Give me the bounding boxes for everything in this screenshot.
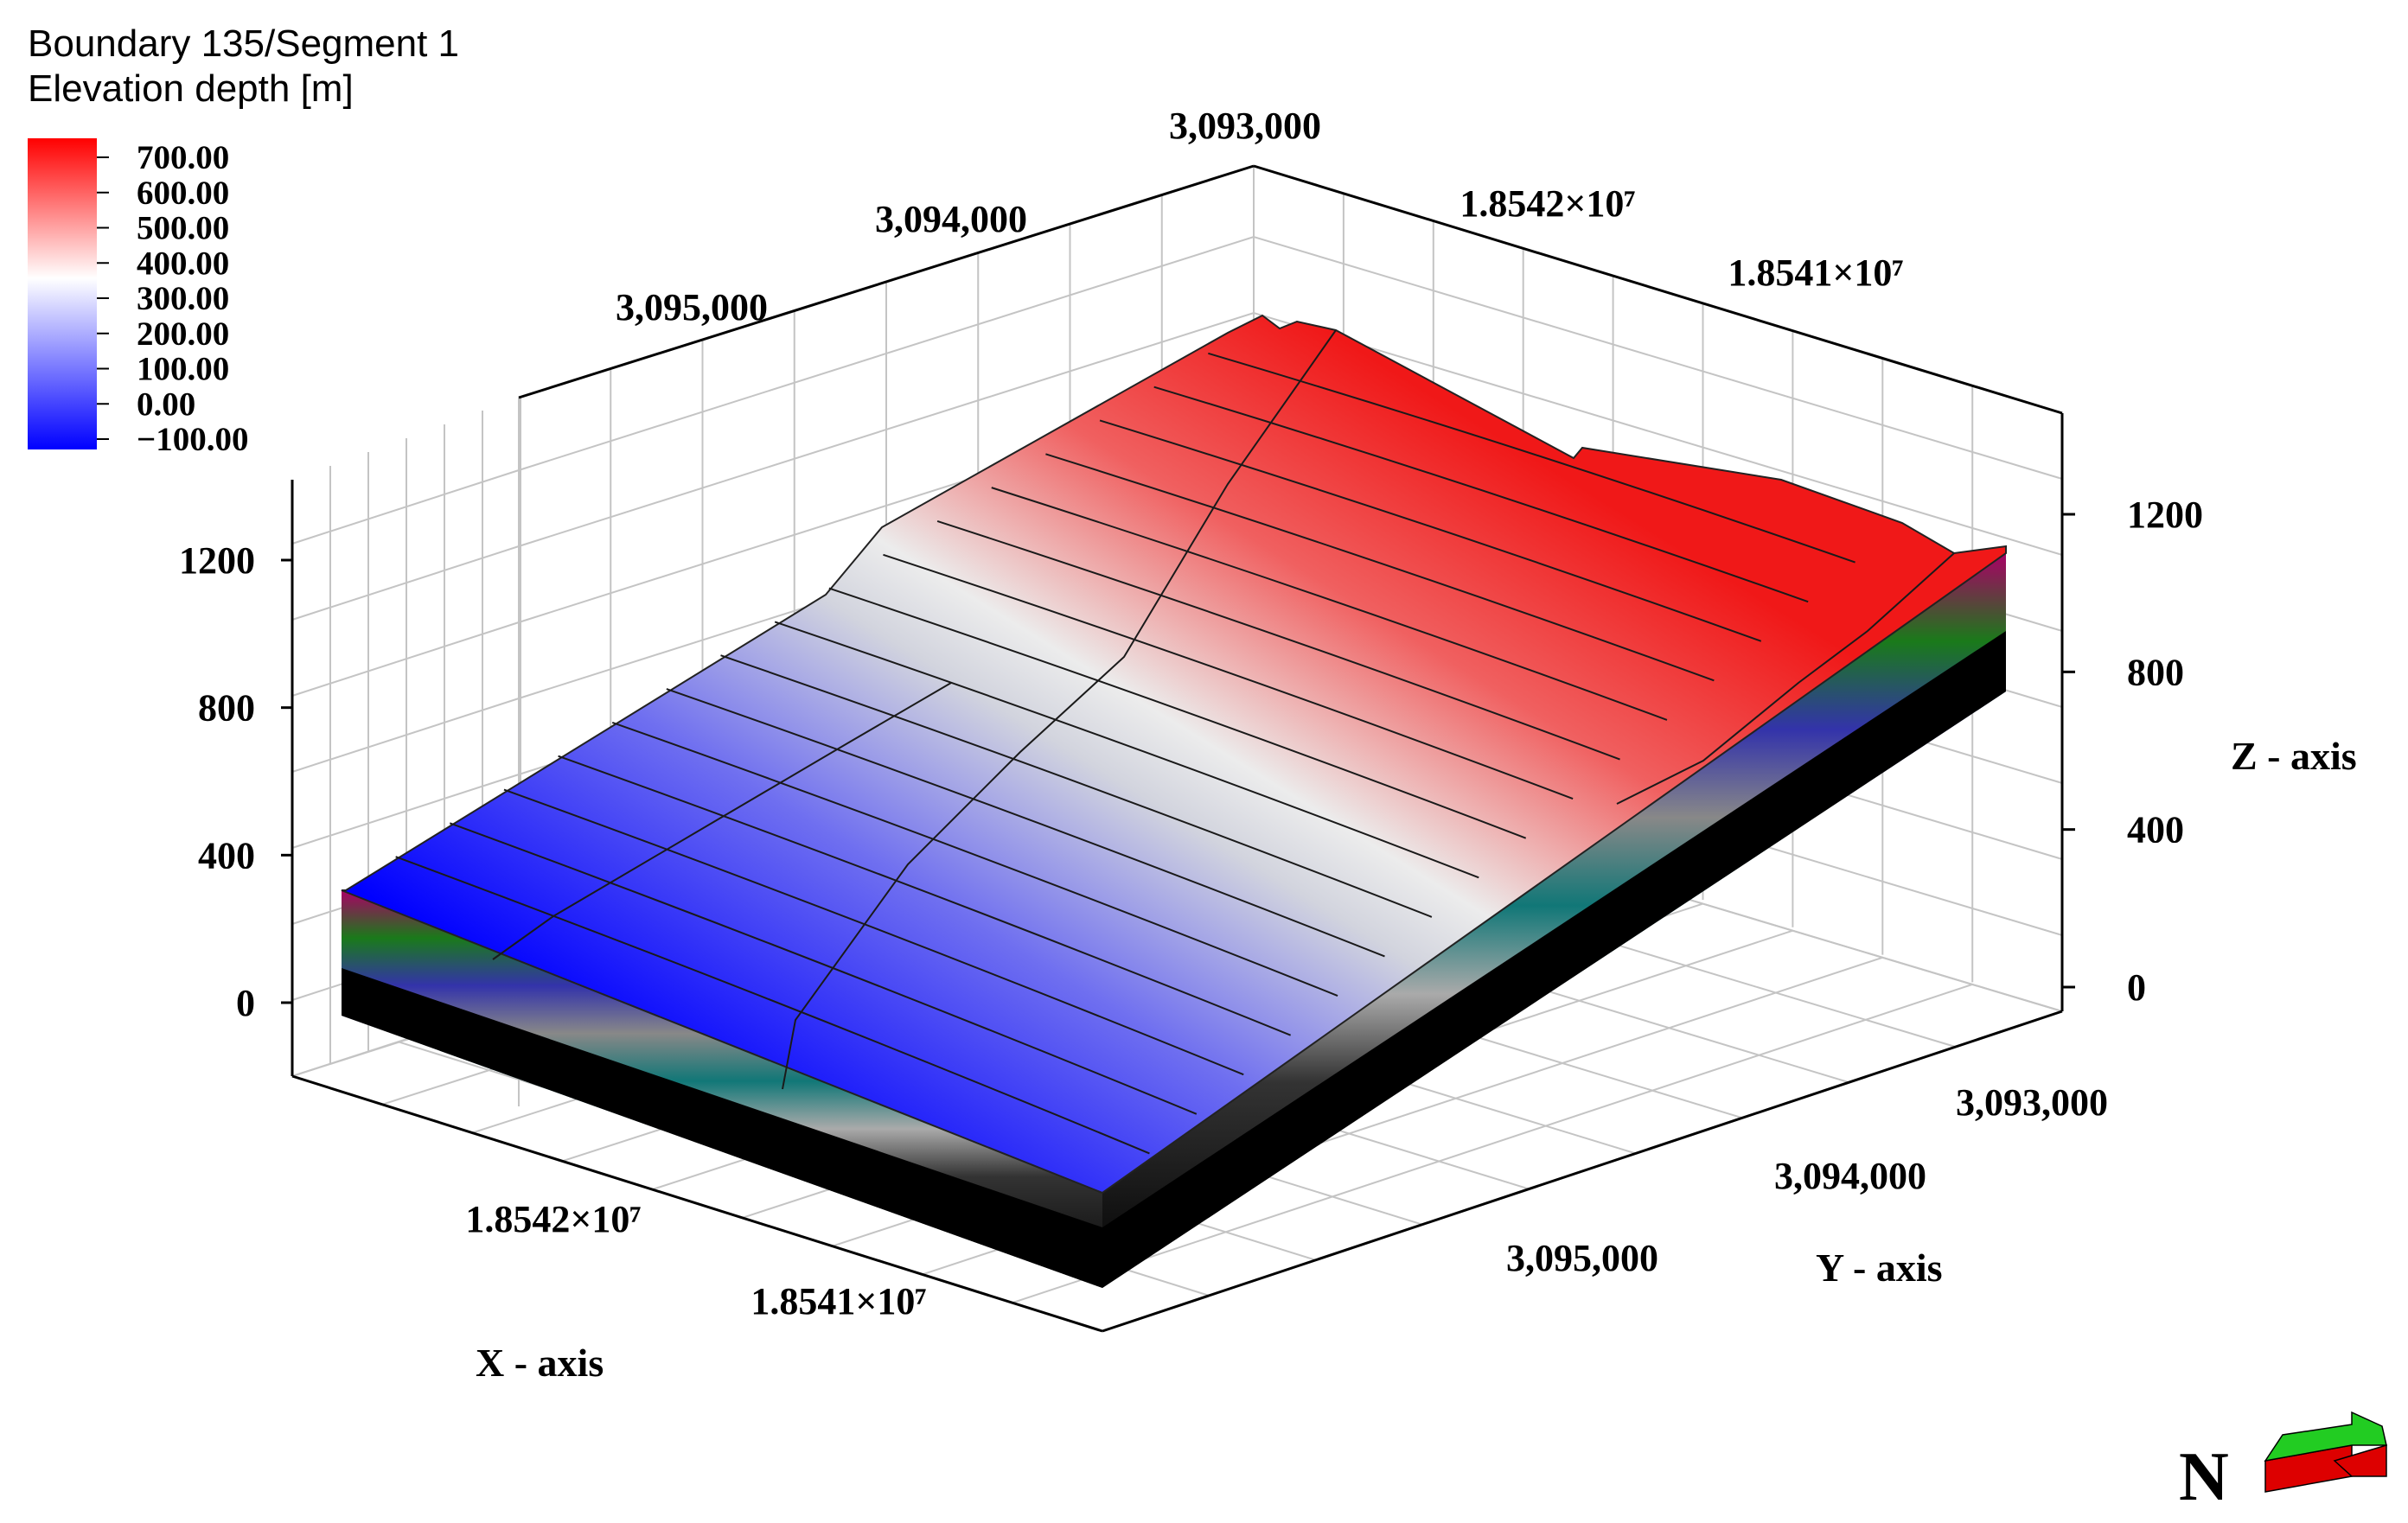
contour-line <box>449 822 1198 1115</box>
colorbar-tick-label: 200.00 <box>137 315 229 353</box>
contour-line <box>558 755 1292 1036</box>
top-back-x-line <box>1253 164 2063 415</box>
north-arrow: N <box>2179 1411 2387 1515</box>
top-back-y-tick-label: 3,093,000 <box>1169 105 1321 147</box>
x-tick-label: 1.8541×10⁷ <box>751 1280 926 1322</box>
contour-line <box>1208 352 1856 564</box>
contour-line <box>1099 419 1762 642</box>
top-back-y-ticks: 3,093,000 3,094,000 3,095,000 <box>616 105 1321 328</box>
contour-line <box>1153 386 1809 603</box>
colorbar-tick-label: 700.00 <box>137 139 229 176</box>
base-bottom-right <box>1102 631 2006 1288</box>
z-tick-label-right: 800 <box>2127 651 2184 693</box>
y-tick-label: 3,093,000 <box>1956 1081 2108 1124</box>
colorbar-ticks: 700.00600.00500.00400.00300.00200.00100.… <box>97 139 248 458</box>
z-tick-label-left: 800 <box>198 687 255 730</box>
z-ticks-left: 0 400 800 1200 <box>179 539 292 1024</box>
contour-line <box>936 519 1620 761</box>
axis-frame <box>291 164 2064 1333</box>
north-arrow-side-2 <box>2333 1443 2387 1477</box>
contour-line <box>720 654 1433 918</box>
z-tick-label-left: 1200 <box>179 539 255 582</box>
contour-line <box>1045 453 1715 682</box>
contour-line <box>883 553 1574 800</box>
top-back-y-line <box>518 164 1255 399</box>
z-axis-title: Z - axis <box>2231 734 2357 778</box>
colorbar-tick-label: 100.00 <box>137 351 229 388</box>
chart-subtitle: Elevation depth [m] <box>28 67 354 110</box>
fault-line-3 <box>1616 552 1955 805</box>
x-axis-title: X - axis <box>476 1341 604 1385</box>
colorbar-tick-label: 0.00 <box>137 386 195 423</box>
top-back-x-ticks: 1.8542×10⁷ 1.8541×10⁷ <box>1459 182 1903 294</box>
contour-line <box>611 721 1338 997</box>
north-label: N <box>2179 1439 2229 1515</box>
x-tick-label: 1.8542×10⁷ <box>465 1198 641 1240</box>
top-back-x-tick-label: 1.8542×10⁷ <box>1459 182 1635 225</box>
contour-line <box>503 788 1244 1076</box>
chart-title: Boundary 135/Segment 1 <box>28 22 460 65</box>
colorbar-gradient <box>28 138 97 449</box>
contour-line <box>828 587 1527 839</box>
contour-line <box>991 487 1668 721</box>
colorbar-tick-label: −100.00 <box>137 421 248 458</box>
top-back-y-tick-label: 3,095,000 <box>616 286 768 328</box>
layered-base <box>342 553 2006 1288</box>
colorbar-tick-label: 300.00 <box>137 280 229 317</box>
fault-line-2 <box>492 682 952 960</box>
surface-top <box>341 314 2007 1195</box>
colorbar: 700.00600.00500.00400.00300.00200.00100.… <box>28 138 248 458</box>
z-tick-label-right: 400 <box>2127 809 2184 851</box>
y-axis-title: Y - axis <box>1816 1246 1943 1290</box>
z-tick-label-left: 0 <box>236 982 255 1024</box>
x-ticks: 1.8542×10⁷ 1.8541×10⁷ <box>465 1198 926 1322</box>
base-bottom-left <box>342 968 1102 1288</box>
y-tick-label: 3,094,000 <box>1774 1155 1926 1197</box>
colorbar-tick-label: 500.00 <box>137 210 229 247</box>
z-tick-label-right: 0 <box>2127 966 2146 1009</box>
y-ticks: 3,093,000 3,094,000 3,095,000 <box>1506 1081 2108 1279</box>
x-axis-line <box>291 1074 1103 1333</box>
top-back-x-tick-label: 1.8541×10⁷ <box>1728 252 1903 294</box>
y-axis-line <box>1102 1010 2063 1333</box>
colorbar-tick-label: 600.00 <box>137 175 229 212</box>
colorbar-tick-label: 400.00 <box>137 245 229 282</box>
top-back-y-tick-label: 3,094,000 <box>875 198 1027 240</box>
z-tick-label-right: 1200 <box>2127 494 2203 536</box>
z-tick-label-left: 400 <box>198 834 255 876</box>
north-arrow-top <box>2264 1411 2387 1462</box>
contour-line <box>666 688 1385 958</box>
contour-line <box>395 856 1150 1155</box>
z-ticks-right: 0 400 800 1200 <box>2062 494 2203 1009</box>
contour-line <box>774 621 1479 879</box>
fault-line-1 <box>782 329 1337 1090</box>
elevation-surface <box>341 314 2007 1195</box>
y-tick-label: 3,095,000 <box>1506 1237 1658 1279</box>
